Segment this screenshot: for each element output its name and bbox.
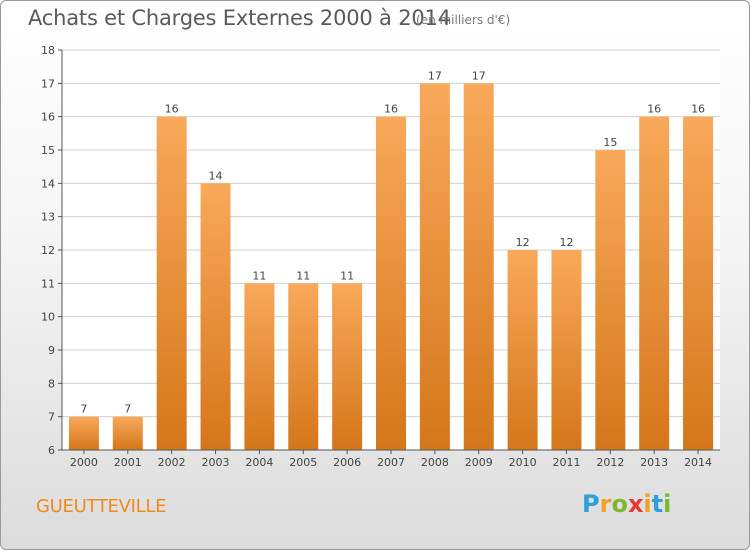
bar xyxy=(683,116,714,451)
bar xyxy=(200,183,231,451)
logo-letter: P xyxy=(582,490,600,518)
x-tick-label: 2000 xyxy=(70,456,98,469)
value-label: 12 xyxy=(516,236,530,249)
value-label: 7 xyxy=(124,403,131,416)
y-tick-label: 7 xyxy=(48,411,55,424)
value-label: 12 xyxy=(559,236,573,249)
x-tick-label: 2013 xyxy=(640,456,668,469)
x-tick-label: 2011 xyxy=(552,456,580,469)
y-tick-label: 10 xyxy=(41,311,55,324)
bar xyxy=(288,283,319,450)
y-tick-label: 9 xyxy=(48,344,55,357)
y-tick-label: 6 xyxy=(48,444,55,457)
bar xyxy=(376,116,406,451)
logo-letter: r xyxy=(599,490,612,518)
bar xyxy=(156,116,187,451)
value-label: 11 xyxy=(340,269,354,282)
bar xyxy=(507,250,538,450)
y-tick-label: 18 xyxy=(41,44,55,57)
x-tick-label: 2005 xyxy=(289,456,317,469)
x-tick-label: 2006 xyxy=(333,456,361,469)
value-label: 16 xyxy=(691,103,705,116)
y-tick-label: 15 xyxy=(41,144,55,157)
value-label: 14 xyxy=(209,169,223,182)
bar xyxy=(639,116,670,451)
chart-subtitle: (en milliers d'€) xyxy=(416,13,511,27)
x-tick-label: 2014 xyxy=(684,456,712,469)
x-tick-label: 2002 xyxy=(158,456,186,469)
logo-letter: i xyxy=(663,490,672,518)
value-label: 11 xyxy=(252,269,266,282)
value-label: 11 xyxy=(296,269,310,282)
y-tick-label: 16 xyxy=(41,111,55,124)
bar xyxy=(419,83,450,450)
value-label: 7 xyxy=(80,403,87,416)
logo-letter: i xyxy=(643,490,652,518)
x-tick-label: 2009 xyxy=(465,456,493,469)
x-tick-label: 2010 xyxy=(509,456,537,469)
x-tick-label: 2007 xyxy=(377,456,405,469)
x-tick-label: 2008 xyxy=(421,456,449,469)
bar xyxy=(463,83,494,450)
bars-group xyxy=(68,83,714,451)
x-axis: 2000 2001 2002 2003 2004 2005 2006 2007 2008 2009… xyxy=(62,449,720,469)
y-tick-label: 17 xyxy=(41,77,55,90)
chart-title: Achats et Charges Externes 2000 à 2014 xyxy=(28,6,451,30)
y-tick-label: 12 xyxy=(41,244,55,257)
value-label: 17 xyxy=(428,69,442,82)
bar xyxy=(551,250,582,450)
commune-name: GUEUTTEVILLE xyxy=(36,496,167,517)
x-tick-label: 2001 xyxy=(114,456,142,469)
y-axis: 6 7 8 9 10 11 12 13 14 15 16 17 18 xyxy=(41,44,63,457)
logo-letter: o xyxy=(611,490,628,518)
bar xyxy=(595,150,626,450)
logo-letter: x xyxy=(627,490,644,518)
y-tick-label: 8 xyxy=(48,377,55,390)
y-tick-label: 13 xyxy=(41,211,55,224)
y-tick-label: 11 xyxy=(41,277,55,290)
bar xyxy=(244,283,275,450)
value-label: 16 xyxy=(384,103,398,116)
value-labels-group: 7 7 16 14 11 11 11 16 17 17 12 12 15 16 16 xyxy=(80,69,705,415)
bar xyxy=(68,416,99,450)
value-label: 15 xyxy=(603,136,617,149)
x-tick-label: 2012 xyxy=(596,456,624,469)
x-tick-label: 2003 xyxy=(202,456,230,469)
logo-letter: t xyxy=(651,490,664,518)
proxiti-logo: Proxiti xyxy=(582,490,671,518)
value-label: 17 xyxy=(472,69,486,82)
value-label: 16 xyxy=(647,103,661,116)
value-label: 16 xyxy=(165,103,179,116)
y-tick-label: 14 xyxy=(41,177,55,190)
x-tick-label: 2004 xyxy=(245,456,273,469)
bar xyxy=(332,283,363,450)
bar xyxy=(112,416,143,450)
